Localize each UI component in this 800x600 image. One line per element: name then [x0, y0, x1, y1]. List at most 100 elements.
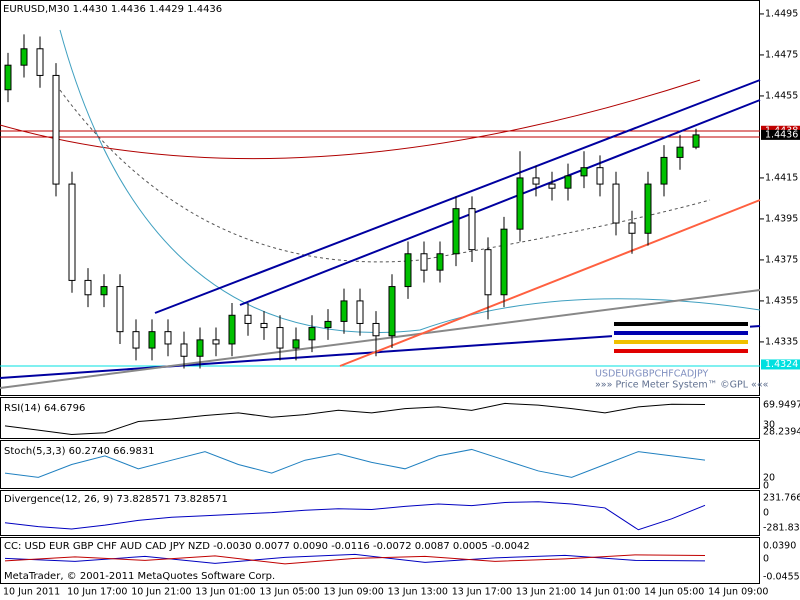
- y-tick-label: 1.4355: [765, 295, 798, 306]
- candle-body: [324, 320, 332, 329]
- price-flag-label: 1.4324: [765, 359, 798, 370]
- cc-label: CC: USD EUR GBP CHF AUD CAD JPY NZD -0.0…: [4, 541, 530, 552]
- axis-label: 30: [763, 420, 775, 431]
- x-tick-label: 10 Jun 17:00: [67, 587, 127, 598]
- candle-body: [420, 253, 428, 271]
- trend-line: [239, 99, 761, 306]
- chart-title: EURUSD,M30 1.4430 1.4436 1.4429 1.4436: [3, 4, 222, 15]
- meter-bar: [614, 340, 748, 344]
- axis-label: 28.2394: [763, 427, 800, 438]
- candle-body: [500, 228, 508, 296]
- candle-body: [340, 300, 348, 322]
- candle-body: [292, 339, 300, 349]
- main-frame: [0, 0, 760, 396]
- candle-body: [196, 339, 204, 357]
- trend-line: [339, 199, 761, 367]
- meter-currencies: USDEURGBPCHFCADJPY: [595, 369, 708, 380]
- candle-body: [180, 343, 188, 357]
- candle-body: [52, 74, 60, 185]
- candle-body: [308, 327, 316, 341]
- candle-body: [484, 249, 492, 296]
- ma-line: [0, 79, 701, 160]
- indicator-line: [4, 501, 706, 531]
- candle-body: [260, 322, 268, 329]
- y-tick-label: 1.4455: [765, 90, 798, 101]
- candle-body: [356, 300, 364, 324]
- trend-line: [154, 79, 761, 314]
- x-tick-label: 13 Jun 13:00: [388, 587, 448, 598]
- x-tick-label: 14 Jun 01:00: [580, 587, 640, 598]
- x-tick-label: 14 Jun 09:00: [708, 587, 768, 598]
- candle-body: [644, 183, 652, 234]
- trend-line: [0, 289, 761, 389]
- candle-body: [244, 314, 252, 324]
- x-tick-label: 14 Jun 05:00: [644, 587, 704, 598]
- price-meter: [612, 320, 750, 360]
- y-tick-label: 1.4335: [765, 336, 798, 347]
- candle-body: [692, 134, 700, 148]
- axis-label: 20: [763, 473, 775, 484]
- candle-body: [116, 286, 124, 333]
- candle-body: [436, 253, 444, 271]
- candle-body: [212, 339, 220, 345]
- candle-body: [548, 183, 556, 189]
- candle-body: [36, 48, 44, 76]
- meter-title: »»» Price Meter System™ ©GPL «««: [595, 380, 768, 391]
- candle-body: [164, 331, 172, 345]
- axis-label: 69.9497: [763, 400, 800, 411]
- candle-body: [20, 48, 28, 66]
- meter-bar: [614, 322, 748, 326]
- candle-body: [564, 175, 572, 189]
- indicator-line: [4, 554, 706, 565]
- axis-label: -0.0455: [763, 572, 800, 583]
- candle-body: [532, 177, 540, 185]
- x-tick-label: 10 Jun 2011: [3, 587, 60, 598]
- axis-label: 0: [763, 508, 769, 519]
- axis-label: 0: [763, 481, 769, 492]
- candle-body: [276, 327, 284, 349]
- rsi-label: RSI(14) 64.6796: [4, 403, 85, 414]
- price-flag-label: 1.4436: [765, 129, 798, 140]
- rsi-frame: [0, 397, 760, 439]
- candle-body: [596, 167, 604, 185]
- div-label: Divergence(12, 26, 9) 73.828571 73.82857…: [4, 494, 228, 505]
- meter-bar: [614, 331, 748, 335]
- cc-frame: [0, 537, 760, 584]
- indicator-line: [4, 448, 706, 478]
- candle-body: [372, 322, 380, 337]
- candle-body: [676, 146, 684, 158]
- footer: MetaTrader, © 2001-2011 MetaQuotes Softw…: [4, 571, 275, 582]
- x-tick-label: 10 Jun 21:00: [131, 587, 191, 598]
- candle-body: [628, 222, 636, 234]
- price-flag: [761, 129, 800, 140]
- candle-body: [100, 286, 108, 296]
- indicator-line: [4, 402, 706, 435]
- meter-bar: [614, 349, 748, 353]
- y-tick-label: 1.4395: [765, 213, 798, 224]
- stoch-frame: [0, 440, 760, 489]
- candle-body: [388, 286, 396, 337]
- candle-body: [516, 177, 524, 230]
- candle-body: [132, 331, 140, 349]
- y-tick-label: 1.4475: [765, 49, 798, 60]
- candle-body: [452, 208, 460, 255]
- candle-body: [612, 183, 620, 224]
- y-tick-label: 1.4495: [765, 8, 798, 19]
- candle-body: [404, 253, 412, 288]
- candle-body: [84, 279, 92, 296]
- stoch-label: Stoch(5,3,3) 60.2740 66.9831: [4, 446, 155, 457]
- div-frame: [0, 490, 760, 536]
- axis-label: -281.837: [763, 523, 800, 534]
- x-tick-label: 13 Jun 17:00: [452, 587, 512, 598]
- candle-body: [660, 156, 668, 185]
- panel-frames: [0, 0, 760, 584]
- candle-body: [580, 167, 588, 177]
- candle-body: [68, 183, 76, 281]
- candle-body: [228, 314, 236, 345]
- x-tick-label: 13 Jun 05:00: [259, 587, 319, 598]
- candle-body: [4, 64, 12, 91]
- y-tick-label: 1.4375: [765, 254, 798, 265]
- x-tick-label: 13 Jun 09:00: [324, 587, 384, 598]
